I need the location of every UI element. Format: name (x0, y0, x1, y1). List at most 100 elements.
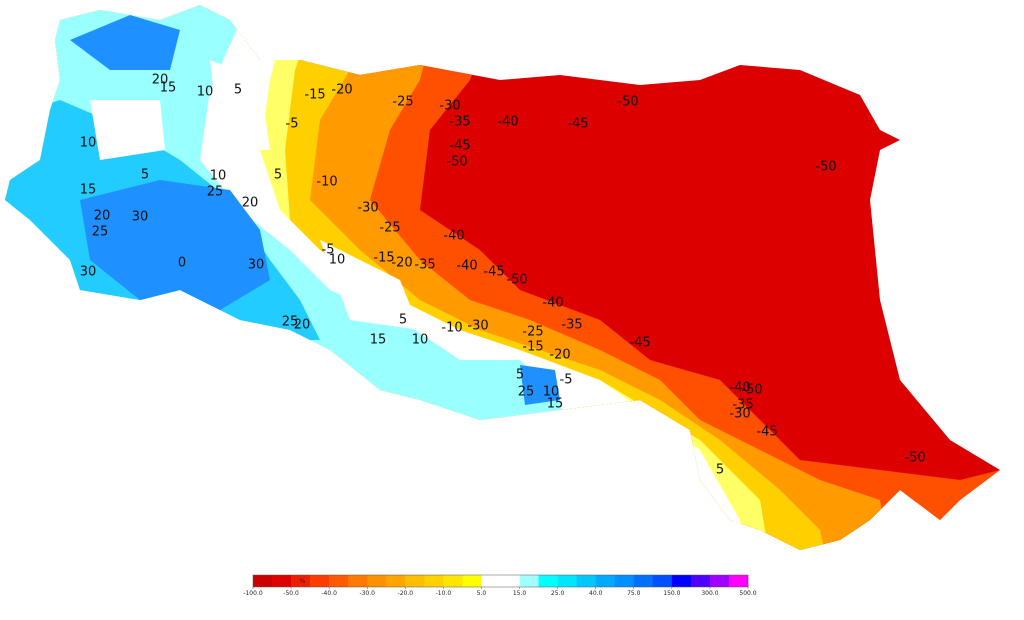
colorbar-tick-label: -50.0 (283, 590, 299, 597)
contour-label: 10 (329, 253, 346, 268)
contour-label: -35 (732, 398, 753, 413)
color-swatch (709, 575, 730, 587)
contour-label: -20 (331, 83, 352, 98)
color-swatch (633, 575, 654, 587)
colorbar-tick-label: 150.0 (663, 590, 680, 597)
colorbar-unit: % (300, 578, 306, 585)
contour-label: -50 (741, 383, 762, 398)
contour-label: 10 (543, 385, 560, 400)
contour-label: 10 (197, 85, 214, 100)
contour-label: -40 (542, 296, 563, 311)
contour-label: -30 (467, 319, 488, 334)
color-swatch (424, 575, 444, 587)
color-swatch (728, 575, 749, 587)
contour-label: 20 (152, 73, 169, 88)
contour-label: 5 (716, 463, 724, 478)
contour-label: -25 (379, 221, 400, 236)
color-swatch (386, 575, 406, 587)
colorbar-tick-label: 5.0 (477, 590, 487, 597)
contour-label: -40 (456, 259, 477, 274)
contour-label: 25 (282, 315, 299, 330)
colorbar-tick-label: -40.0 (321, 590, 337, 597)
contour-label: -35 (449, 115, 470, 130)
contour-label: 5 (516, 368, 524, 383)
contour-label: -45 (629, 336, 650, 351)
contour-label: 20 (94, 209, 111, 224)
contour-label: 20 (294, 318, 311, 333)
contour-label: 25 (518, 385, 535, 400)
color-swatch (481, 575, 501, 587)
contour-label: -10 (441, 321, 462, 336)
contour-label: -25 (522, 325, 543, 340)
contour-label: 5 (274, 168, 282, 183)
contour-label: -30 (729, 407, 750, 422)
contour-label: -35 (414, 258, 435, 273)
color-swatch (557, 575, 577, 587)
color-swatch (500, 575, 520, 587)
contour-label: -15 (304, 88, 325, 103)
color-swatch (671, 575, 692, 587)
contour-label: -15 (373, 251, 394, 266)
color-swatch (443, 575, 463, 587)
colorbar-tick-label: 300.0 (701, 590, 718, 597)
color-swatch (652, 575, 673, 587)
contour-label: 10 (412, 333, 429, 348)
contour-label: -5 (560, 373, 573, 388)
contour-label: 25 (207, 185, 224, 200)
contour-label: -50 (446, 155, 467, 170)
contour-label: -25 (392, 95, 413, 110)
color-swatch (253, 575, 273, 587)
contour-label: 15 (370, 333, 387, 348)
contour-label: 10 (80, 136, 97, 151)
contour-label: -40 (497, 115, 518, 130)
contour-label: 30 (132, 210, 149, 225)
color-swatch (519, 575, 539, 587)
contour-label: 5 (141, 168, 149, 183)
contour-label: -35 (561, 318, 582, 333)
contour-label: 0 (178, 256, 186, 271)
colorbar-tick-label: -100.0 (243, 590, 263, 597)
contour-label: 5 (399, 313, 407, 328)
color-swatch (690, 575, 711, 587)
contour-label: 15 (160, 81, 177, 96)
contour-label: -5 (286, 117, 299, 132)
contour-label: -20 (549, 348, 570, 363)
colorbar-tick-label: 40.0 (589, 590, 603, 597)
contour-label: -40 (443, 229, 464, 244)
contour-label: -30 (357, 201, 378, 216)
colorbar-tick-label: 75.0 (627, 590, 641, 597)
colorbar-tick-label: -20.0 (398, 590, 414, 597)
color-swatch (595, 575, 616, 587)
contour-label: -40 (729, 381, 750, 396)
contour-label: 15 (80, 183, 97, 198)
contour-label: 30 (80, 265, 97, 280)
colorbar-frame (252, 574, 749, 588)
color-swatch (405, 575, 425, 587)
contour-label: 15 (547, 397, 564, 412)
colorbar-tick-label: 25.0 (551, 590, 565, 597)
colorbar-tick-label: 15.0 (513, 590, 527, 597)
contour-label: -50 (904, 451, 925, 466)
contour-label: 5 (234, 83, 242, 98)
contour-label: -30 (439, 99, 460, 114)
color-swatch (310, 575, 330, 587)
color-swatch (272, 575, 292, 587)
contour-label: -5 (322, 243, 335, 258)
contour-label: -50 (506, 273, 527, 288)
contour-label: 10 (210, 169, 227, 184)
contour-label: 30 (248, 258, 265, 273)
contour-label: -45 (756, 425, 777, 440)
contour-label: -50 (617, 95, 638, 110)
color-swatch (614, 575, 635, 587)
color-swatch (367, 575, 387, 587)
contour-label: -45 (449, 139, 470, 154)
colorbar-tick-label: -30.0 (359, 590, 375, 597)
contour-label: -15 (522, 340, 543, 355)
contour-label: 25 (92, 225, 109, 240)
color-swatch (538, 575, 558, 587)
color-swatch (462, 575, 482, 587)
contour-label: -45 (567, 117, 588, 132)
contour-label: -10 (316, 175, 337, 190)
